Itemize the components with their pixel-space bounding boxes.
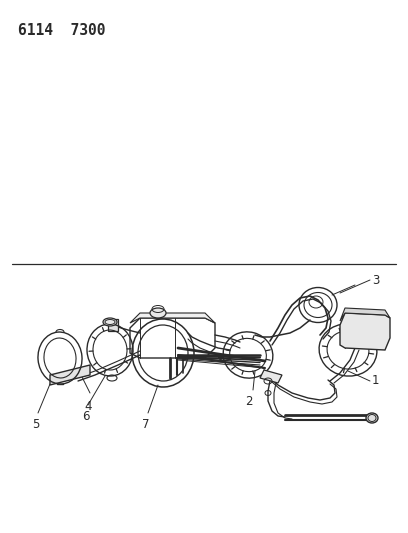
Polygon shape	[340, 313, 390, 350]
Text: 5: 5	[32, 418, 40, 431]
Text: 6114  7300: 6114 7300	[18, 23, 106, 38]
Polygon shape	[130, 313, 215, 323]
Text: 3: 3	[372, 273, 379, 287]
Polygon shape	[108, 319, 118, 331]
Text: 7: 7	[142, 418, 150, 431]
Polygon shape	[50, 365, 90, 385]
Ellipse shape	[150, 308, 166, 318]
Text: 6: 6	[82, 410, 90, 423]
Text: 2: 2	[245, 395, 253, 408]
Ellipse shape	[366, 413, 378, 423]
Ellipse shape	[103, 318, 117, 326]
Text: 1: 1	[372, 375, 379, 387]
Text: 4: 4	[84, 400, 92, 413]
Polygon shape	[260, 370, 282, 383]
Polygon shape	[340, 308, 390, 321]
